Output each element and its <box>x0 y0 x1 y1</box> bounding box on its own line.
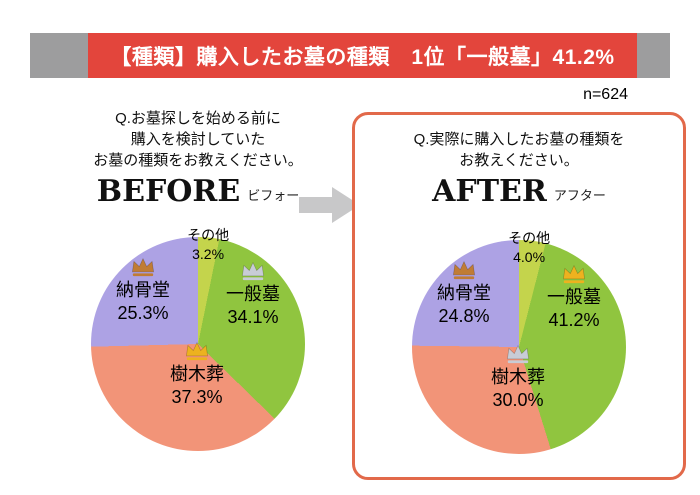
before-pie <box>91 237 305 451</box>
segment-label: 納骨堂 <box>116 280 170 300</box>
before-panel: Q.お墓探しを始める前に 購入を検討していた お墓の種類をお教えください。 BE… <box>48 108 348 451</box>
segment-value: 37.3% <box>171 386 223 407</box>
banner-side-bars: 【種類】購入したお墓の種類 1位「一般墓」41.2% <box>30 33 670 78</box>
segment-label: 樹木葬 <box>491 367 545 387</box>
after-pie <box>412 240 626 454</box>
before-heading: BEFORE ビフォー <box>48 173 348 207</box>
gold-crown-icon <box>186 341 208 361</box>
title-banner: 【種類】購入したお墓の種類 1位「一般墓」41.2% <box>88 33 637 78</box>
after-heading-text: AFTER <box>432 174 547 209</box>
segment-value: 30.0% <box>492 389 544 410</box>
after-panel: Q.実際に購入したお墓の種類を お教えください。 AFTER アフター その他 … <box>352 112 686 480</box>
after-heading: AFTER アフター <box>355 173 683 207</box>
arrow-right-icon <box>299 187 360 223</box>
before-heading-kana: ビフォー <box>247 188 300 203</box>
after-label-ippanbo: 一般墓 41.2% <box>526 262 622 331</box>
segment-label: その他 <box>508 230 551 246</box>
before-label-jumokuso: 樹木葬 37.3% <box>147 339 247 408</box>
sample-size-label: n=624 <box>583 86 628 103</box>
page-title: 【種類】購入したお墓の種類 1位「一般墓」41.2% <box>110 45 615 69</box>
segment-label: 一般墓 <box>547 287 601 307</box>
after-label-other: その他 4.0% <box>508 229 550 267</box>
after-label-jumokuso: 樹木葬 30.0% <box>468 342 568 411</box>
segment-value: 34.1% <box>227 306 279 327</box>
segment-label: 一般墓 <box>226 284 280 304</box>
before-pie-chart: その他 3.2% 一般墓 34.1% 樹木葬 37.3% 納骨堂 25.3% <box>91 227 305 451</box>
bronze-crown-icon <box>132 257 154 277</box>
after-heading-kana: アフター <box>553 188 606 203</box>
after-question: Q.実際に購入したお墓の種類を お教えください。 <box>413 131 625 169</box>
before-label-nokotsudo: 納骨堂 25.3% <box>97 255 189 324</box>
before-label-ippanbo: 一般墓 34.1% <box>205 259 301 328</box>
after-pie-chart: その他 4.0% 一般墓 41.2% 樹木葬 30.0% 納骨堂 24.8% <box>412 230 626 454</box>
segment-value: 3.2% <box>192 245 225 262</box>
segment-value: 4.0% <box>513 248 546 265</box>
silver-crown-icon <box>507 344 529 364</box>
silver-crown-icon <box>242 261 264 281</box>
before-label-other: その他 3.2% <box>187 226 229 264</box>
segment-value: 41.2% <box>548 309 600 330</box>
segment-value: 24.8% <box>438 305 490 326</box>
segment-label: 樹木葬 <box>170 364 224 384</box>
after-label-nokotsudo: 納骨堂 24.8% <box>418 258 510 327</box>
segment-value: 25.3% <box>117 302 169 323</box>
before-question: Q.お墓探しを始める前に 購入を検討していた お墓の種類をお教えください。 <box>93 110 303 169</box>
segment-label: その他 <box>187 227 230 243</box>
bronze-crown-icon <box>453 260 475 280</box>
before-heading-text: BEFORE <box>96 174 241 209</box>
gold-crown-icon <box>563 264 585 284</box>
segment-label: 納骨堂 <box>437 283 491 303</box>
